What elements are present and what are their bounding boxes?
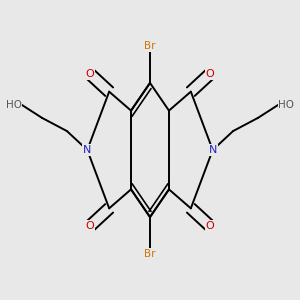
Text: O: O bbox=[86, 221, 94, 231]
Text: O: O bbox=[206, 221, 214, 231]
Text: Br: Br bbox=[144, 248, 156, 259]
Text: N: N bbox=[208, 145, 217, 155]
Text: Br: Br bbox=[144, 41, 156, 52]
Text: HO: HO bbox=[278, 100, 294, 110]
Text: O: O bbox=[86, 69, 94, 79]
Text: HO: HO bbox=[6, 100, 22, 110]
Text: N: N bbox=[83, 145, 92, 155]
Text: O: O bbox=[206, 69, 214, 79]
